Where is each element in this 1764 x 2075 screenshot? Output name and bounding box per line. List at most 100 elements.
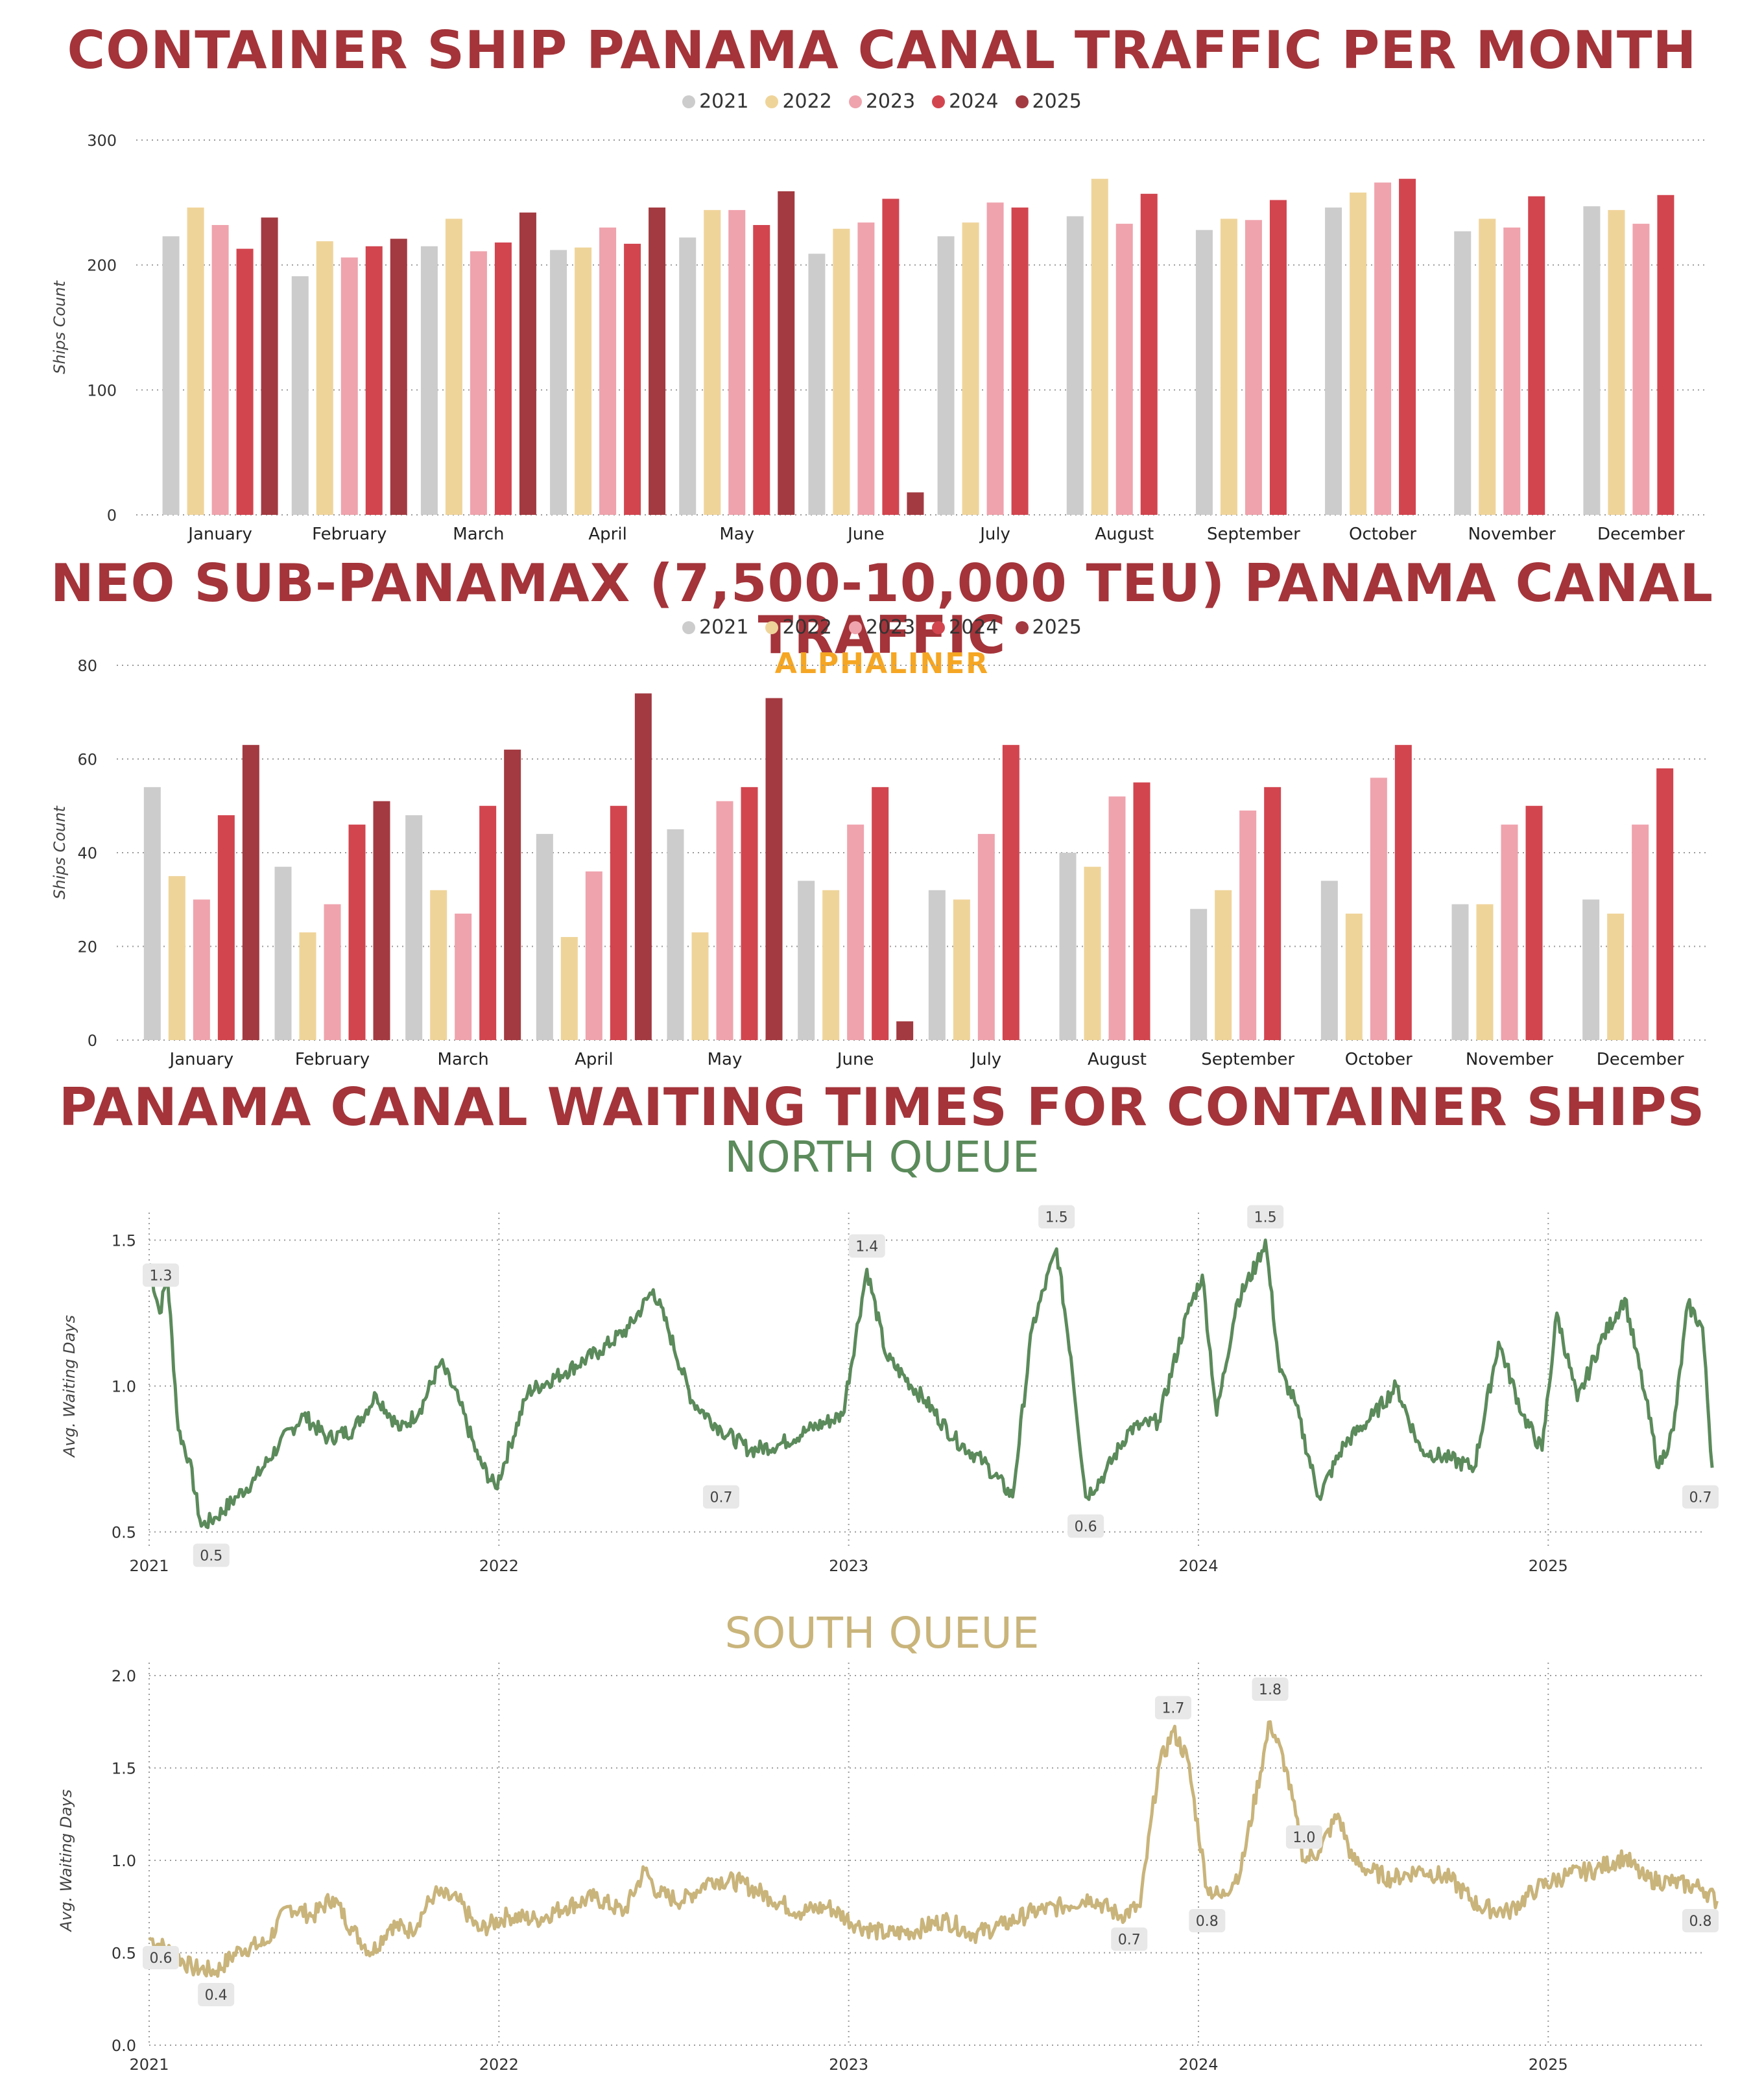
y-tick-label: 300 (87, 132, 117, 150)
annotation-box (1285, 1825, 1322, 1849)
x-tick-label: July (970, 1050, 1001, 1069)
annotation-label: 0.4 (205, 1987, 228, 2004)
x-tick-label: February (295, 1050, 370, 1069)
bar-october-2021 (1325, 208, 1342, 515)
bar-may-2023 (728, 209, 746, 515)
bar-october-2021 (1320, 881, 1338, 1040)
annotation-label: 1.5 (1254, 1210, 1277, 1226)
legend-item-2024: 2024 (932, 616, 999, 639)
y-tick-label: 0.0 (112, 2037, 136, 2055)
annotation-label: 0.7 (1118, 1932, 1141, 1949)
bar-june-2021 (808, 254, 826, 515)
legend-label-2024: 2024 (949, 616, 999, 639)
bar-october-2022 (1345, 913, 1363, 1040)
bar-may-2025 (765, 698, 783, 1040)
bar-april-2024 (624, 243, 641, 515)
bar-april-2024 (610, 805, 627, 1040)
annotation-box (1682, 1909, 1719, 1932)
bar-february-2025 (390, 239, 407, 515)
annotation-label: 0.7 (1689, 1490, 1712, 1506)
bar-august-2023 (1115, 224, 1133, 515)
legend-item-2022: 2022 (765, 618, 832, 637)
bar-june-2025 (896, 1021, 914, 1040)
bar-march-2025 (519, 212, 536, 515)
y-tick-label: 100 (87, 381, 117, 399)
bar-august-2024 (1133, 782, 1150, 1040)
south-queue-line-chart: 0.0 0.5 1.0 1.5 2.0 2021 2022 2023 2024 2025 Avg. … (57, 1663, 1719, 2074)
x-tick-label: April (575, 1050, 613, 1069)
bar-july-2022 (953, 899, 970, 1040)
bar-january-2021 (162, 236, 180, 515)
bar-november-2024 (1525, 805, 1543, 1040)
x-tick-label: 2023 (829, 2056, 868, 2074)
y-axis-label: Ships Count (51, 805, 69, 899)
main-traffic-bar-chart: 0 100 200 300 Ships Count January February Marc… (51, 132, 1706, 544)
annotation-box (1189, 1909, 1226, 1932)
bar-july-2023 (977, 834, 995, 1040)
x-tick-label: 2021 (129, 1557, 169, 1575)
bar-august-2023 (1108, 796, 1126, 1040)
bar-may-2022 (691, 932, 709, 1040)
main-chart-legend: 2021 2022 2023 2024 2025 (0, 92, 1764, 112)
bar-december-2022 (1607, 913, 1625, 1040)
bar-november-2024 (1528, 196, 1545, 515)
bar-may-2022 (704, 209, 721, 515)
bar-may-2021 (679, 237, 697, 515)
bar-september-2021 (1190, 908, 1208, 1040)
bar-may-2024 (753, 225, 770, 515)
x-tick-label: 2025 (1529, 2056, 1568, 2074)
annotation-box (1682, 1485, 1719, 1509)
legend-label-2025: 2025 (1032, 90, 1082, 113)
legend-label-2021: 2021 (699, 616, 749, 639)
bar-june-2024 (882, 198, 900, 515)
x-tick-label: September (1207, 525, 1300, 544)
x-tick-label: March (438, 1050, 489, 1069)
legend-item-2023: 2023 (848, 616, 916, 639)
bar-february-2021 (291, 276, 309, 515)
y-tick-label: 1.0 (112, 1852, 136, 1870)
bar-february-2024 (348, 824, 366, 1040)
bar-april-2022 (575, 247, 592, 515)
annotation-label: 0.8 (1689, 1914, 1712, 1930)
legend-label-2023: 2023 (865, 90, 916, 113)
legend-item-2024: 2024 (932, 92, 999, 112)
bar-april-2021 (550, 250, 567, 515)
y-axis-label: Ships Count (51, 280, 69, 374)
annotation-label: 1.3 (150, 1268, 173, 1285)
bar-december-2023 (1632, 824, 1649, 1040)
bar-december-2022 (1608, 209, 1625, 515)
bar-march-2022 (430, 890, 447, 1040)
x-tick-label: July (979, 525, 1010, 544)
bar-march-2023 (455, 913, 472, 1040)
bar-october-2023 (1374, 182, 1392, 515)
bar-april-2023 (599, 227, 617, 515)
legend-item-2022: 2022 (765, 90, 832, 113)
annotation-label: 1.0 (1293, 1830, 1315, 1846)
bar-january-2023 (193, 899, 210, 1040)
y-tick-label: 40 (77, 844, 97, 862)
bar-april-2023 (585, 871, 602, 1040)
legend-label-2021: 2021 (699, 90, 749, 113)
annotation-box (143, 1946, 179, 1969)
bar-december-2024 (1657, 195, 1675, 515)
annotation-label: 1.8 (1259, 1682, 1281, 1698)
legend-label-2022: 2022 (782, 90, 832, 113)
x-tick-label: April (588, 525, 626, 544)
bar-january-2024 (217, 815, 235, 1040)
waiting-time-line (148, 1720, 1719, 1978)
bar-march-2025 (504, 750, 521, 1040)
bar-august-2021 (1066, 216, 1084, 515)
bar-january-2025 (261, 217, 278, 515)
y-tick-label: 0.5 (112, 1945, 136, 1963)
x-tick-label: October (1349, 525, 1416, 544)
y-tick-label: 60 (77, 751, 97, 769)
bar-november-2022 (1476, 904, 1494, 1040)
bar-october-2023 (1370, 777, 1387, 1040)
bar-february-2023 (340, 257, 358, 515)
legend-dot-2022 (765, 621, 779, 634)
legend-label-2023: 2023 (865, 616, 916, 639)
y-tick-label: 200 (87, 257, 117, 275)
bar-july-2023 (986, 202, 1004, 515)
bar-december-2024 (1656, 768, 1674, 1040)
bar-february-2023 (324, 904, 341, 1040)
